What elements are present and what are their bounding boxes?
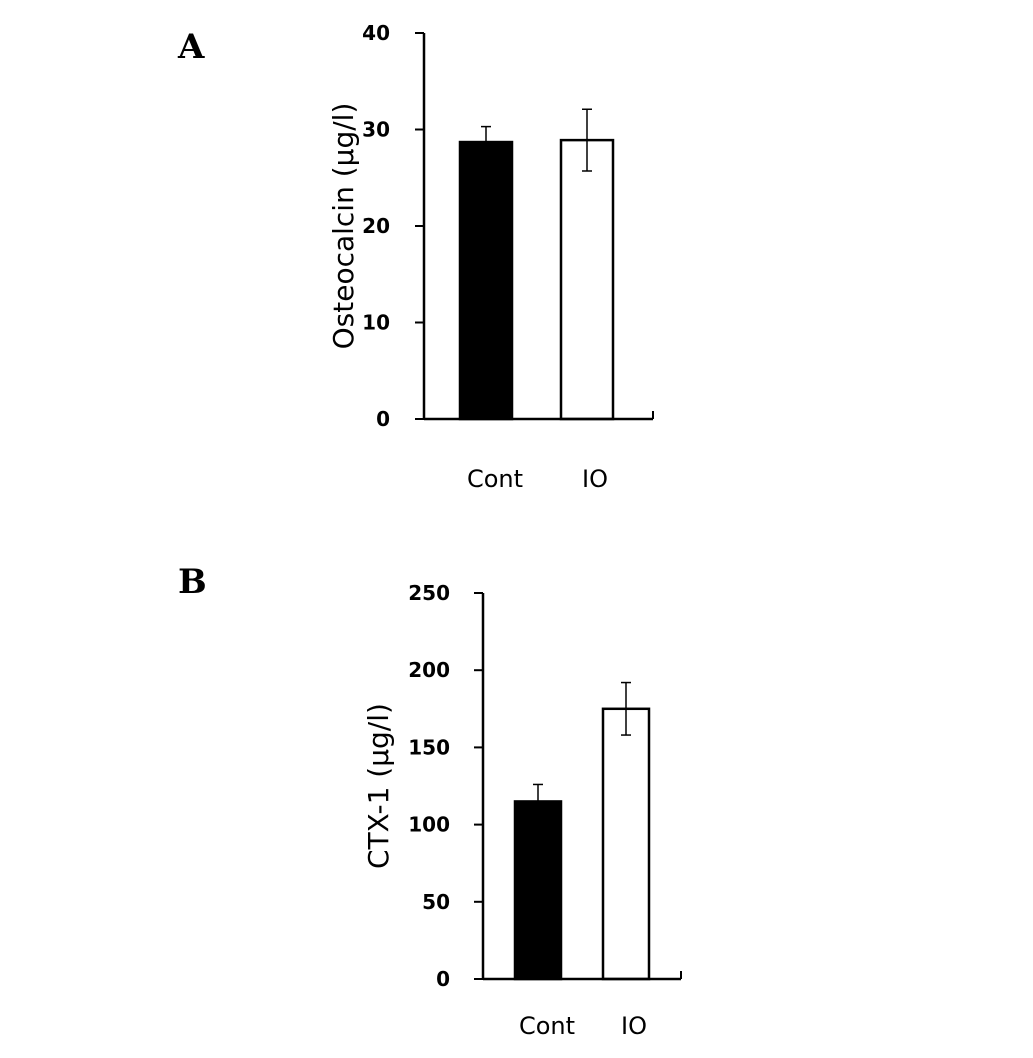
y-ticks-b: 0 50 100 150 200 250 <box>408 581 483 991</box>
y-tick-label-b-5: 250 <box>408 581 450 605</box>
bar-b-io <box>601 707 651 981</box>
x-category-label-a-1: IO <box>582 465 608 493</box>
axes-b <box>481 593 682 981</box>
x-category-label-b-1: IO <box>621 1012 647 1040</box>
y-tick-label-b-2: 100 <box>408 813 450 837</box>
y-tick-label-a-4: 40 <box>362 21 390 45</box>
y-ticks-a: 0 10 20 30 40 <box>362 21 424 431</box>
y-tick-label-a-2: 20 <box>362 214 390 238</box>
error-bar-a-cont <box>481 125 491 159</box>
error-bar-b-io <box>621 681 631 736</box>
error-bar-b-cont <box>533 783 543 820</box>
x-categories-a: Cont IO <box>467 465 608 493</box>
axes-a <box>422 33 654 421</box>
panel-label-a: A <box>177 27 205 67</box>
error-bar-a-io <box>582 108 592 172</box>
y-axis-title-b: CTX-1 (μg/l) <box>362 703 395 869</box>
x-category-label-b-0: Cont <box>519 1012 575 1040</box>
bars-b <box>513 681 651 981</box>
y-tick-label-b-4: 200 <box>408 658 450 682</box>
bar-b-cont <box>513 800 563 981</box>
x-categories-b: Cont IO <box>519 1012 647 1040</box>
y-tick-label-b-1: 50 <box>422 890 450 914</box>
panel-label-b: B <box>178 562 207 602</box>
x-category-label-a-0: Cont <box>467 465 523 493</box>
y-tick-label-b-0: 0 <box>436 967 450 991</box>
bars-a <box>458 108 615 421</box>
panel-a: A Osteocalcin (μg/l) 0 10 20 30 40 Cont IO <box>177 21 654 493</box>
bar-a-io <box>559 138 615 421</box>
y-tick-label-a-1: 10 <box>362 311 390 335</box>
y-tick-label-b-3: 150 <box>408 735 450 759</box>
y-tick-label-a-0: 0 <box>376 407 390 431</box>
y-tick-label-a-3: 30 <box>362 118 390 142</box>
bar-a-cont <box>458 140 514 421</box>
y-axis-title-a: Osteocalcin (μg/l) <box>327 103 360 350</box>
panel-b: B CTX-1 (μg/l) 0 50 100 150 200 250 Cont IO <box>178 562 682 1040</box>
